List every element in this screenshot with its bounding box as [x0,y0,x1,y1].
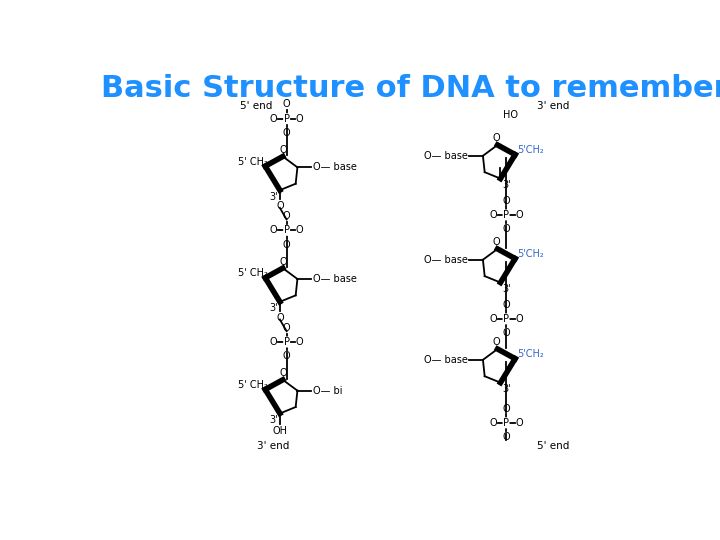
Text: HO: HO [503,110,518,120]
Text: Basic Structure of DNA to remember: Basic Structure of DNA to remember [101,74,720,103]
Text: O: O [283,128,290,138]
Text: O: O [276,201,284,211]
Text: O: O [493,338,500,347]
Text: 3' end: 3' end [256,441,289,450]
Text: O: O [503,403,510,414]
Text: O: O [296,225,303,235]
Text: 5' CH₂: 5' CH₂ [238,157,268,166]
Text: P: P [503,314,509,324]
Text: O— base: O— base [423,255,467,265]
Text: P: P [284,114,289,124]
Text: 3': 3' [270,303,279,313]
Text: O: O [516,210,523,220]
Text: 5' end: 5' end [537,441,570,450]
Text: 3': 3' [270,192,279,202]
Text: 3': 3' [502,284,510,294]
Text: P: P [503,210,509,220]
Text: O: O [280,145,287,155]
Text: O: O [503,432,510,442]
Text: O: O [503,328,510,338]
Text: OH: OH [272,426,287,436]
Text: O: O [270,225,277,235]
Text: P: P [284,337,289,347]
Text: O: O [283,99,290,110]
Text: O: O [270,114,277,124]
Text: O: O [503,195,510,206]
Text: O: O [503,224,510,234]
Text: O— base: O— base [312,274,356,284]
Text: O: O [489,210,497,220]
Text: O: O [493,133,500,144]
Text: O: O [489,314,497,324]
Text: P: P [503,418,509,428]
Text: 5' CH₂: 5' CH₂ [238,268,268,278]
Text: P: P [284,225,289,235]
Text: O: O [280,256,287,267]
Text: O: O [276,313,284,322]
Text: O: O [283,351,290,361]
Text: O: O [489,418,497,428]
Text: 5'CH₂: 5'CH₂ [518,249,544,259]
Text: O— base: O— base [423,355,467,365]
Text: 5'CH₂: 5'CH₂ [518,349,544,359]
Text: 3': 3' [502,384,510,394]
Text: O: O [516,418,523,428]
Text: O— bi: O— bi [312,386,342,396]
Text: O: O [516,314,523,324]
Text: O: O [296,114,303,124]
Text: O: O [503,300,510,309]
Text: O: O [283,323,290,333]
Text: 5'CH₂: 5'CH₂ [518,145,544,155]
Text: O— base: O— base [312,163,356,172]
Text: 3': 3' [270,415,279,425]
Text: 3': 3' [502,180,510,190]
Text: O: O [296,337,303,347]
Text: O: O [280,368,287,378]
Text: O: O [283,240,290,249]
Text: O: O [270,337,277,347]
Text: O— base: O— base [423,151,467,161]
Text: 5' end: 5' end [240,101,273,111]
Text: 3' end: 3' end [537,101,570,111]
Text: O: O [283,211,290,221]
Text: 5' CH₂: 5' CH₂ [238,380,268,390]
Text: O: O [493,238,500,247]
